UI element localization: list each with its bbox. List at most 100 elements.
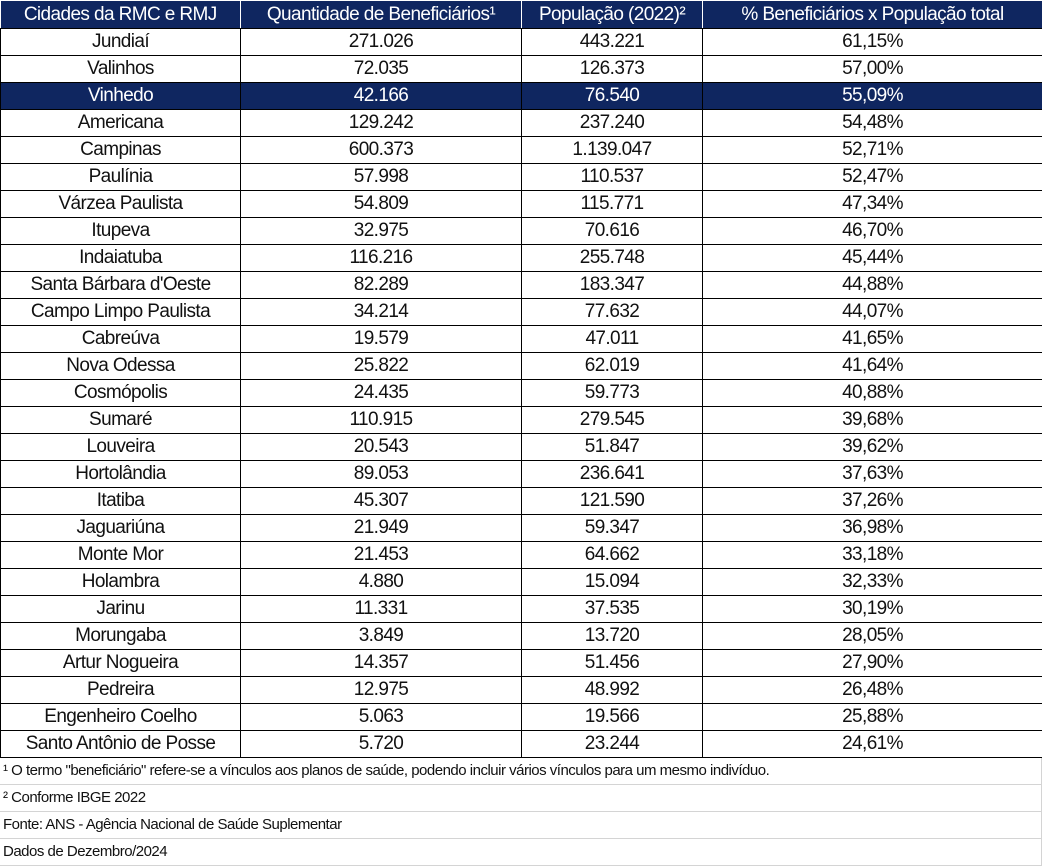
cell-population: 255.748 bbox=[522, 245, 703, 272]
cell-percent: 37,63% bbox=[703, 461, 1042, 488]
beneficiaries-table: Cidades da RMC e RMJ Quantidade de Benef… bbox=[0, 0, 1042, 758]
cell-beneficiaries: 34.214 bbox=[241, 299, 522, 326]
cell-population: 47.011 bbox=[522, 326, 703, 353]
cell-beneficiaries: 24.435 bbox=[241, 380, 522, 407]
cell-beneficiaries: 45.307 bbox=[241, 488, 522, 515]
cell-percent: 32,33% bbox=[703, 569, 1042, 596]
cell-city: Morungaba bbox=[1, 623, 241, 650]
cell-city: Americana bbox=[1, 110, 241, 137]
cell-beneficiaries: 54.809 bbox=[241, 191, 522, 218]
cell-population: 51.847 bbox=[522, 434, 703, 461]
footnotes: ¹ O termo "beneficiário" refere-se a vín… bbox=[0, 758, 1042, 866]
cell-beneficiaries: 20.543 bbox=[241, 434, 522, 461]
cell-beneficiaries: 600.373 bbox=[241, 137, 522, 164]
cell-population: 37.535 bbox=[522, 596, 703, 623]
cell-population: 62.019 bbox=[522, 353, 703, 380]
cell-beneficiaries: 21.949 bbox=[241, 515, 522, 542]
cell-beneficiaries: 19.579 bbox=[241, 326, 522, 353]
cell-city: Indaiatuba bbox=[1, 245, 241, 272]
cell-city: Pedreira bbox=[1, 677, 241, 704]
cell-population: 76.540 bbox=[522, 83, 703, 110]
cell-percent: 54,48% bbox=[703, 110, 1042, 137]
cell-city: Holambra bbox=[1, 569, 241, 596]
cell-city: Sumaré bbox=[1, 407, 241, 434]
cell-percent: 47,34% bbox=[703, 191, 1042, 218]
cell-percent: 24,61% bbox=[703, 731, 1042, 758]
cell-percent: 28,05% bbox=[703, 623, 1042, 650]
cell-percent: 57,00% bbox=[703, 56, 1042, 83]
cell-population: 1.139.047 bbox=[522, 137, 703, 164]
cell-population: 51.456 bbox=[522, 650, 703, 677]
cell-population: 237.240 bbox=[522, 110, 703, 137]
cell-percent: 41,64% bbox=[703, 353, 1042, 380]
cell-city: Jaguariúna bbox=[1, 515, 241, 542]
header-population: População (2022)² bbox=[522, 1, 703, 29]
cell-city: Louveira bbox=[1, 434, 241, 461]
cell-population: 236.641 bbox=[522, 461, 703, 488]
cell-beneficiaries: 42.166 bbox=[241, 83, 522, 110]
cell-percent: 26,48% bbox=[703, 677, 1042, 704]
cell-population: 77.632 bbox=[522, 299, 703, 326]
cell-city: Campo Limpo Paulista bbox=[1, 299, 241, 326]
cell-percent: 44,07% bbox=[703, 299, 1042, 326]
cell-beneficiaries: 5.720 bbox=[241, 731, 522, 758]
cell-city: Valinhos bbox=[1, 56, 241, 83]
cell-percent: 45,44% bbox=[703, 245, 1042, 272]
cell-city: Jarinu bbox=[1, 596, 241, 623]
cell-population: 15.094 bbox=[522, 569, 703, 596]
cell-city: Santa Bárbara d'Oeste bbox=[1, 272, 241, 299]
cell-population: 23.244 bbox=[522, 731, 703, 758]
cell-beneficiaries: 271.026 bbox=[241, 29, 522, 56]
footnote: ² Conforme IBGE 2022 bbox=[0, 785, 1042, 812]
cell-percent: 52,71% bbox=[703, 137, 1042, 164]
cell-population: 64.662 bbox=[522, 542, 703, 569]
cell-population: 126.373 bbox=[522, 56, 703, 83]
cell-city: Engenheiro Coelho bbox=[1, 704, 241, 731]
cell-percent: 52,47% bbox=[703, 164, 1042, 191]
cell-percent: 39,62% bbox=[703, 434, 1042, 461]
cell-percent: 44,88% bbox=[703, 272, 1042, 299]
cell-beneficiaries: 25.822 bbox=[241, 353, 522, 380]
header-beneficiaries: Quantidade de Beneficiários¹ bbox=[241, 1, 522, 29]
cell-percent: 27,90% bbox=[703, 650, 1042, 677]
cell-population: 48.992 bbox=[522, 677, 703, 704]
cell-population: 115.771 bbox=[522, 191, 703, 218]
cell-city: Jundiaí bbox=[1, 29, 241, 56]
cell-city: Paulínia bbox=[1, 164, 241, 191]
cell-population: 59.347 bbox=[522, 515, 703, 542]
cell-city: Monte Mor bbox=[1, 542, 241, 569]
cell-city: Hortolândia bbox=[1, 461, 241, 488]
cell-beneficiaries: 5.063 bbox=[241, 704, 522, 731]
cell-beneficiaries: 72.035 bbox=[241, 56, 522, 83]
cell-beneficiaries: 12.975 bbox=[241, 677, 522, 704]
cell-beneficiaries: 89.053 bbox=[241, 461, 522, 488]
cell-percent: 25,88% bbox=[703, 704, 1042, 731]
cell-percent: 39,68% bbox=[703, 407, 1042, 434]
cell-beneficiaries: 4.880 bbox=[241, 569, 522, 596]
cell-percent: 30,19% bbox=[703, 596, 1042, 623]
cell-population: 443.221 bbox=[522, 29, 703, 56]
cell-city: Nova Odessa bbox=[1, 353, 241, 380]
cell-city: Vinhedo bbox=[1, 83, 241, 110]
cell-percent: 61,15% bbox=[703, 29, 1042, 56]
cell-population: 19.566 bbox=[522, 704, 703, 731]
footnote: Dados de Dezembro/2024 bbox=[0, 839, 1042, 866]
